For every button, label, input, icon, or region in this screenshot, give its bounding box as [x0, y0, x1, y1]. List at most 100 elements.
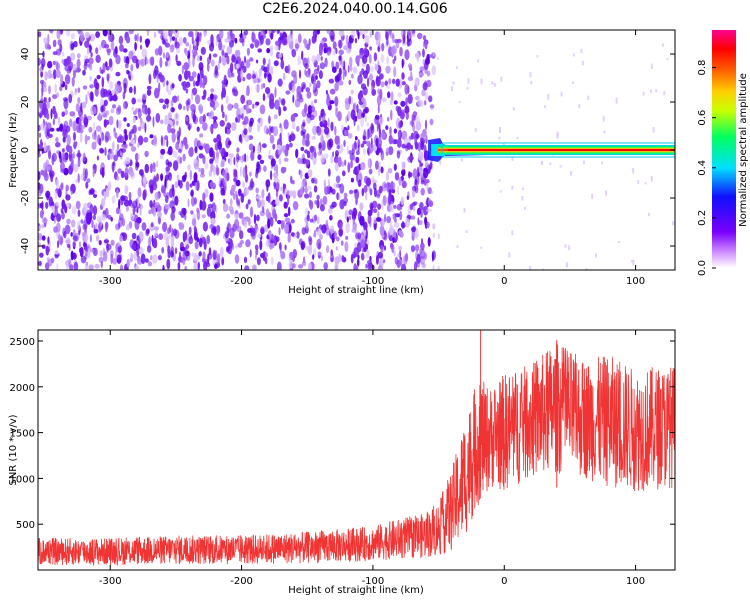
spectrogram-noise-cell [187, 50, 191, 56]
spectrogram-noise-cell [201, 95, 206, 100]
spectrogram-noise-cell [94, 189, 97, 195]
spectrogram-noise-cell [318, 115, 322, 122]
spectrogram-noise-cell [128, 221, 133, 229]
spectrogram-noise-cell [162, 104, 167, 110]
spectrogram-noise-cell [39, 138, 43, 150]
spectrogram-noise-cell [308, 237, 313, 246]
spectrogram-noise-cell [366, 122, 370, 127]
spectrogram-noise-cell [270, 158, 276, 167]
spectrogram-noise-cell [209, 181, 215, 189]
spectrogram-noise-cell [199, 173, 205, 178]
spectrogram-noise-cell [363, 185, 368, 194]
spectrogram-noise-cell [334, 82, 339, 92]
spectrogram-noise-cell [407, 85, 410, 95]
spectrogram-noise-cell [243, 256, 248, 263]
spectrogram-noise-cell [92, 193, 98, 198]
spectrogram-noise-cell [365, 228, 368, 240]
spectrogram-noise-cell [258, 68, 262, 77]
spectrogram-noise-cell [116, 119, 119, 129]
spectrogram-noise-cell [164, 135, 169, 141]
spectrogram-noise-cell [328, 78, 334, 84]
spectrogram-noise-cell [106, 243, 112, 251]
spectrogram-noise-cell [322, 195, 328, 205]
spectrogram-noise-cell [253, 213, 257, 225]
spectrogram-noise-cell [257, 48, 263, 53]
spectrogram-noise-cell [216, 134, 221, 140]
spectrogram-noise-cell [65, 202, 71, 208]
spectrogram-noise-cell [175, 141, 180, 151]
spectrogram-noise-cell [164, 42, 170, 48]
spectrogram-noise-cell [388, 78, 392, 85]
spectrogram-noise-cell [595, 253, 597, 258]
spectrogram-noise-cell [390, 109, 393, 121]
spectrogram-noise-cell [232, 193, 236, 201]
spectrogram-noise-cell [414, 244, 420, 252]
spectrogram-noise-cell [89, 84, 94, 89]
spectrogram-noise-cell [77, 158, 81, 168]
spectrogram-noise-cell [420, 179, 425, 185]
spectrogram-noise-cell [276, 261, 282, 270]
spectrogram-noise-cell [373, 208, 378, 213]
spectrogram-noise-cell [170, 246, 175, 255]
spectrogram-noise-cell [203, 31, 206, 37]
spectrogram-noise-cell [188, 226, 192, 235]
spectrogram-noise-cell [218, 39, 223, 51]
spectrogram-noise-cell [132, 116, 136, 124]
spectrogram-noise-cell [569, 171, 572, 176]
spectrogram-noise-cell [231, 184, 236, 193]
spectrogram-noise-cell [212, 53, 218, 58]
spectrogram-noise-cell [386, 84, 390, 90]
spectrogram-noise-cell [114, 84, 120, 95]
spectrogram-noise-cell [350, 160, 353, 169]
spectrogram-noise-cell [324, 186, 329, 195]
spectrogram-noise-cell [661, 43, 664, 47]
spectrogram-noise-cell [305, 87, 311, 93]
spectrogram-noise-cell [369, 31, 372, 38]
spectrogram-noise-cell [642, 91, 645, 96]
spectrogram-noise-cell [57, 39, 62, 46]
spectrogram-noise-cell [369, 46, 373, 51]
spectrogram-noise-cell [70, 190, 73, 195]
spectrogram-noise-cell [137, 59, 144, 65]
spectrogram-noise-cell [493, 82, 496, 87]
spectrogram-noise-cell [255, 187, 259, 194]
spectrogram-noise-cell [221, 90, 225, 98]
spectrogram-noise-cell [301, 108, 307, 118]
spectrogram-noise-cell [113, 154, 118, 162]
spectrogram-noise-cell [192, 80, 196, 87]
spectrogram-noise-cell [61, 211, 65, 220]
spectrogram-noise-cell [101, 213, 106, 221]
spectrogram-noise-cell [143, 188, 148, 199]
spectrogram-noise-cell [202, 155, 206, 165]
spectrogram-noise-cell [45, 245, 50, 256]
spectrogram-noise-cell [78, 241, 82, 248]
spectrogram-noise-cell [414, 77, 420, 87]
spectrogram-noise-cell [226, 45, 233, 55]
spectrogram-noise-cell [190, 104, 196, 112]
spectrogram-noise-cell [291, 121, 296, 130]
spectrogram-noise-cell [313, 151, 317, 159]
spectrogram-noise-cell [318, 70, 323, 80]
spectrogram-noise-cell [178, 148, 182, 153]
spectrogram-noise-cell [549, 162, 552, 166]
spectrogram-noise-cell [153, 69, 157, 80]
spectrogram-noise-cell [415, 95, 420, 101]
spectrogram-noise-cell [68, 145, 73, 155]
spectrogram-noise-cell [116, 188, 119, 199]
spectrogram-noise-cell [179, 156, 183, 164]
spectrogram-noise-cell [238, 212, 244, 219]
spectrogram-noise-cell [276, 144, 282, 151]
spectrogram-noise-cell [215, 37, 218, 47]
spectrogram-noise-cell [55, 142, 61, 148]
spectrogram-noise-cell [99, 250, 103, 257]
spectrogram-noise-cell [249, 43, 255, 49]
spectrogram-noise-cell [423, 178, 427, 186]
spectrogram-noise-cell [303, 38, 307, 45]
spectrogram-noise-cell [219, 55, 222, 64]
spectrogram-noise-cell [214, 157, 219, 164]
spectrogram-noise-cell [233, 102, 239, 109]
spectrogram-noise-cell [126, 69, 130, 75]
spectrogram-noise-cell [304, 193, 310, 199]
spectrogram-noise-cell [87, 63, 91, 68]
spectrogram-noise-cell [400, 222, 406, 229]
